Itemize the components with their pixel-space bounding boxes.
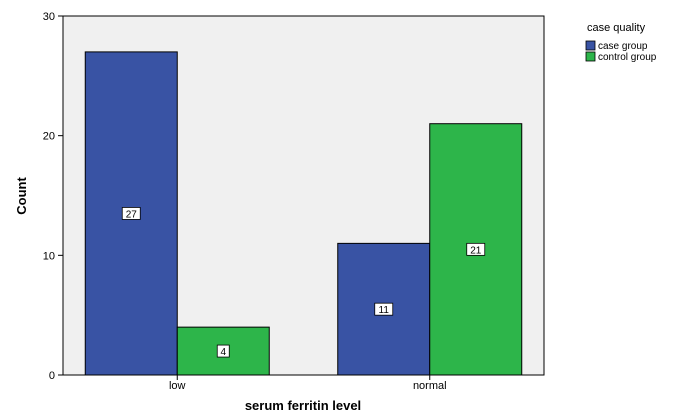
legend-swatch <box>585 40 596 51</box>
bars-group: 27 4 11 21 <box>84 51 523 376</box>
y-tick-label: 0 <box>49 370 55 382</box>
legend-label: control group <box>598 52 657 63</box>
y-axis-title: Count <box>14 177 29 215</box>
data-label-box <box>216 344 230 358</box>
y-tick-label: 20 <box>43 131 55 143</box>
data-label: 4 <box>220 347 226 358</box>
x-tick-label: normal <box>413 380 447 392</box>
x-tick-label: low <box>169 380 186 392</box>
y-axis: 0 10 20 30 <box>43 11 63 382</box>
data-label-box <box>374 302 394 316</box>
x-axis: low normal <box>169 375 447 392</box>
legend-swatch <box>585 51 596 62</box>
data-label-box <box>121 207 141 220</box>
data-label-box <box>466 242 486 256</box>
legend-title: case quality <box>587 22 646 34</box>
data-label: 27 <box>126 209 138 220</box>
y-tick-label: 30 <box>43 11 55 23</box>
y-tick-label: 10 <box>43 250 55 262</box>
legend-label: case group <box>598 41 648 52</box>
data-label: 11 <box>379 305 390 316</box>
x-axis-title: serum ferritin level <box>245 398 361 412</box>
data-label: 21 <box>470 245 482 256</box>
